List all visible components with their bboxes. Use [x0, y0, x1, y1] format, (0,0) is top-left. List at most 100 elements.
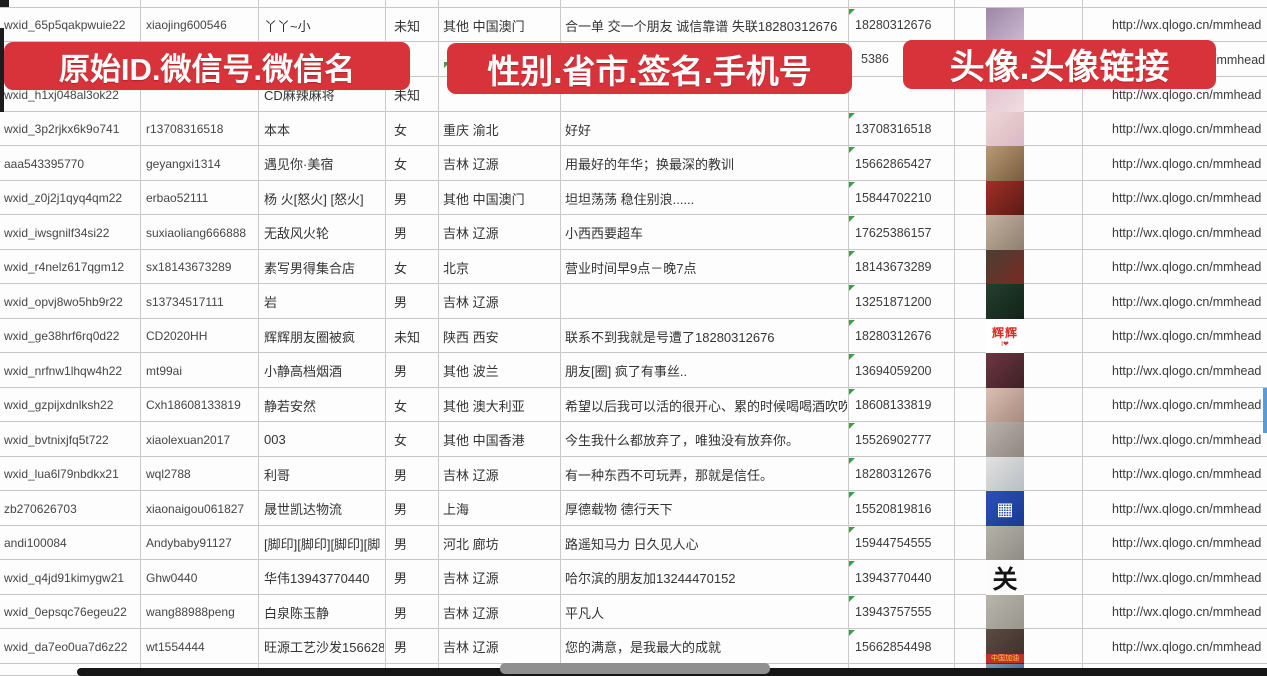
- cell-original-id[interactable]: aaa543395770: [4, 156, 85, 171]
- cell-avatar-link[interactable]: http://wx.qlogo.cn/mmhead: [1112, 605, 1262, 619]
- cell-original-id[interactable]: zb270626703: [4, 501, 77, 516]
- cell-wechat-name[interactable]: 岩: [264, 295, 278, 310]
- cell-signature[interactable]: 好好: [565, 122, 592, 138]
- cell-avatar-link[interactable]: http://wx.qlogo.cn/mmhead: [1112, 467, 1262, 481]
- cell-gender[interactable]: 男: [394, 605, 408, 621]
- cell-avatar-link[interactable]: http://wx.qlogo.cn/mmhead: [1112, 501, 1262, 516]
- cell-avatar-link[interactable]: http://wx.qlogo.cn/mmhead: [1112, 536, 1262, 550]
- cell-gender[interactable]: 女: [394, 122, 408, 138]
- avatar-image[interactable]: [986, 422, 1024, 457]
- avatar-image[interactable]: [986, 146, 1024, 181]
- cell-gender[interactable]: 男: [394, 364, 408, 379]
- cell-original-id[interactable]: wxid_0epsqc76egeu22: [4, 605, 127, 619]
- cell-avatar-link[interactable]: http://wx.qlogo.cn/mmhead: [1112, 260, 1262, 274]
- cell-region[interactable]: 上海: [443, 502, 470, 517]
- cell-phone[interactable]: 15520819816: [855, 501, 932, 516]
- cell-gender[interactable]: 男: [394, 502, 408, 517]
- cell-phone[interactable]: 13251871200: [855, 294, 932, 309]
- cell-wechat-name[interactable]: 白泉陈玉静: [264, 605, 330, 621]
- cell-region[interactable]: 吉林 辽源: [443, 605, 499, 621]
- cell-gender[interactable]: 未知: [394, 88, 421, 103]
- cell-wechat-id[interactable]: erbao52111: [146, 191, 209, 205]
- cell-signature[interactable]: 路遥知马力 日久见人心: [565, 536, 699, 552]
- cell-signature[interactable]: 有一种东西不可玩弄，那就是信任。: [565, 467, 774, 483]
- cell-original-id[interactable]: wxid_iwsgnilf34si22: [4, 225, 110, 240]
- cell-wechat-name[interactable]: 本本: [264, 122, 291, 138]
- cell-region[interactable]: 吉林 辽源: [443, 640, 499, 655]
- cell-gender[interactable]: 男: [394, 536, 408, 552]
- cell-region[interactable]: 吉林 辽源: [443, 295, 499, 310]
- cell-wechat-name[interactable]: 晟世凯达物流: [264, 502, 343, 517]
- cell-original-id[interactable]: wxid_da7eo0ua7d6z22: [4, 639, 128, 654]
- cell-original-id[interactable]: andi100084: [4, 536, 67, 550]
- cell-region[interactable]: 其他 中国香港: [443, 433, 525, 448]
- avatar-image[interactable]: [986, 284, 1024, 319]
- avatar-image[interactable]: 中国加油: [986, 629, 1024, 664]
- cell-original-id[interactable]: wxid_65p5qakpwuie22: [4, 18, 126, 32]
- cell-gender[interactable]: 男: [394, 191, 408, 207]
- cell-gender[interactable]: 女: [394, 398, 408, 414]
- cell-signature[interactable]: 朋友[圈] 疯了有事丝..: [565, 364, 688, 379]
- cell-wechat-id[interactable]: Ghw0440: [146, 570, 198, 585]
- cell-wechat-id[interactable]: xiaojing600546: [146, 18, 227, 32]
- cell-wechat-id[interactable]: wang88988peng: [146, 605, 235, 619]
- cell-gender[interactable]: 男: [394, 226, 408, 241]
- cell-wechat-name[interactable]: 杨 火[怒火] [怒火]: [264, 191, 364, 207]
- avatar-image[interactable]: [986, 526, 1024, 560]
- cell-signature[interactable]: 坦坦荡荡 稳住别浪......: [565, 191, 695, 207]
- avatar-image[interactable]: [986, 250, 1024, 284]
- cell-wechat-id[interactable]: wt1554444: [146, 639, 205, 654]
- cell-phone[interactable]: 15944754555: [855, 536, 932, 550]
- cell-wechat-name[interactable]: 华伟13943770440: [264, 571, 370, 586]
- cell-gender[interactable]: 男: [394, 640, 408, 655]
- cell-avatar-link[interactable]: http://wx.qlogo.cn/mmhead: [1112, 570, 1262, 585]
- cell-avatar-link[interactable]: http://wx.qlogo.cn/mmhead: [1112, 398, 1262, 412]
- cell-gender[interactable]: 女: [394, 433, 408, 448]
- cell-region[interactable]: 其他 波兰: [443, 364, 499, 379]
- cell-wechat-name[interactable]: 静若安然: [264, 398, 317, 414]
- cell-wechat-name[interactable]: 003: [264, 432, 286, 447]
- cell-region[interactable]: 陕西 西安: [443, 329, 499, 345]
- cell-region[interactable]: 吉林 辽源: [443, 571, 499, 586]
- cell-wechat-id[interactable]: wql2788: [146, 467, 191, 481]
- cell-wechat-id[interactable]: CD2020HH: [146, 329, 208, 343]
- cell-phone[interactable]: 15662854498: [855, 639, 932, 654]
- cell-wechat-name[interactable]: 无敌风火轮: [264, 226, 330, 241]
- cell-gender[interactable]: 女: [394, 157, 408, 172]
- cell-original-id[interactable]: wxid_lua6l79nbdkx21: [4, 467, 119, 481]
- cell-signature[interactable]: 您的满意，是我最大的成就: [565, 640, 722, 655]
- cell-avatar-link[interactable]: http://wx.qlogo.cn/mmhead: [1112, 191, 1262, 205]
- cell-phone[interactable]: 18280312676: [855, 467, 932, 481]
- cell-original-id[interactable]: wxid_h1xj048al3ok22: [4, 87, 119, 102]
- cell-original-id[interactable]: wxid_ge38hrf6rq0d22: [4, 329, 120, 343]
- avatar-image[interactable]: [986, 353, 1024, 388]
- cell-region[interactable]: 其他 澳大利亚: [443, 398, 525, 414]
- cell-original-id[interactable]: wxid_r4nelz617qgm12: [4, 260, 125, 274]
- cell-wechat-name[interactable]: 利哥: [264, 467, 291, 483]
- avatar-image[interactable]: [986, 181, 1024, 215]
- cell-gender[interactable]: 男: [394, 467, 408, 483]
- cell-signature[interactable]: 小西西要超车: [565, 226, 644, 241]
- avatar-image[interactable]: [986, 457, 1024, 491]
- cell-avatar-link[interactable]: http://wx.qlogo.cn/mmhead: [1112, 87, 1262, 102]
- cell-wechat-id[interactable]: geyangxi1314: [146, 156, 221, 171]
- cell-region[interactable]: 吉林 辽源: [443, 157, 499, 172]
- cell-wechat-id[interactable]: Cxh18608133819: [146, 398, 241, 412]
- avatar-image[interactable]: [986, 112, 1024, 146]
- cell-phone[interactable]: 13943757555: [855, 605, 932, 619]
- cell-region[interactable]: 吉林 辽源: [443, 226, 499, 241]
- cell-wechat-name[interactable]: 旺源工艺沙发15662854: [264, 640, 384, 655]
- cell-phone[interactable]: 18608133819: [855, 398, 932, 412]
- cell-region[interactable]: 其他 中国澳门: [443, 191, 525, 207]
- cell-signature[interactable]: [565, 284, 847, 319]
- avatar-image[interactable]: [986, 8, 1024, 42]
- cell-gender[interactable]: 女: [394, 260, 408, 276]
- cell-avatar-link[interactable]: http://wx.qlogo.cn/mmhead: [1112, 156, 1262, 171]
- cell-phone[interactable]: 15526902777: [855, 432, 932, 447]
- cell-gender[interactable]: 男: [394, 295, 408, 310]
- cell-wechat-id[interactable]: xiaolexuan2017: [146, 432, 231, 447]
- cell-original-id[interactable]: wxid_q4jd91kimygw21: [4, 570, 125, 585]
- cell-avatar-link[interactable]: http://wx.qlogo.cn/mmhead: [1112, 329, 1262, 343]
- avatar-image[interactable]: 关: [986, 560, 1024, 595]
- cell-original-id[interactable]: wxid_3p2rjkx6k9o741: [4, 122, 120, 136]
